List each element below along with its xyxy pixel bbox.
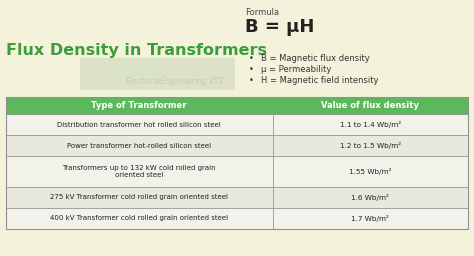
Text: μ = Permeability: μ = Permeability (261, 65, 331, 74)
Text: •: • (249, 76, 254, 85)
Bar (273, 156, 468, 187)
Text: 1.55 Wb/m²: 1.55 Wb/m² (349, 168, 392, 175)
Text: •: • (249, 54, 254, 63)
Bar (80, 58, 235, 90)
Bar (273, 208, 468, 229)
Text: 1.7 Wb/m²: 1.7 Wb/m² (352, 215, 389, 222)
Text: Type of Transformer: Type of Transformer (91, 101, 187, 110)
Text: Distribution transformer hot rolled silicon steel: Distribution transformer hot rolled sili… (57, 122, 221, 128)
Text: 1.2 to 1.5 Wb/m²: 1.2 to 1.5 Wb/m² (340, 142, 401, 149)
Text: ElectricalEngineering.XYZ: ElectricalEngineering.XYZ (126, 78, 224, 87)
Text: 400 kV Transformer cold rolled grain oriented steel: 400 kV Transformer cold rolled grain ori… (50, 215, 228, 221)
Text: •: • (249, 65, 254, 74)
Bar (6, 97, 468, 229)
Text: Formula: Formula (245, 8, 279, 17)
Bar (6, 114, 273, 135)
Bar (6, 97, 468, 114)
Bar (6, 187, 273, 208)
Text: Transformers up to 132 kW cold rolled grain
oriented steel: Transformers up to 132 kW cold rolled gr… (62, 165, 216, 178)
Text: 275 kV Transformer cold rolled grain oriented steel: 275 kV Transformer cold rolled grain ori… (50, 194, 228, 200)
Text: Flux Density in Transformers: Flux Density in Transformers (6, 42, 267, 58)
Bar (6, 156, 273, 187)
Text: Value of flux density: Value of flux density (321, 101, 419, 110)
Bar (273, 135, 468, 156)
Text: B = Magnetic flux density: B = Magnetic flux density (261, 54, 370, 63)
Bar (273, 187, 468, 208)
Bar (6, 208, 273, 229)
Text: 1.1 to 1.4 Wb/m²: 1.1 to 1.4 Wb/m² (340, 121, 401, 128)
Bar (273, 114, 468, 135)
Text: B = μH: B = μH (245, 18, 314, 36)
Text: Power transformer hot-rolled silicon steel: Power transformer hot-rolled silicon ste… (67, 143, 211, 149)
Text: H = Magnetic field intensity: H = Magnetic field intensity (261, 76, 379, 85)
Text: 1.6 Wb/m²: 1.6 Wb/m² (352, 194, 389, 201)
Bar (6, 135, 273, 156)
Bar (110, 63, 170, 73)
